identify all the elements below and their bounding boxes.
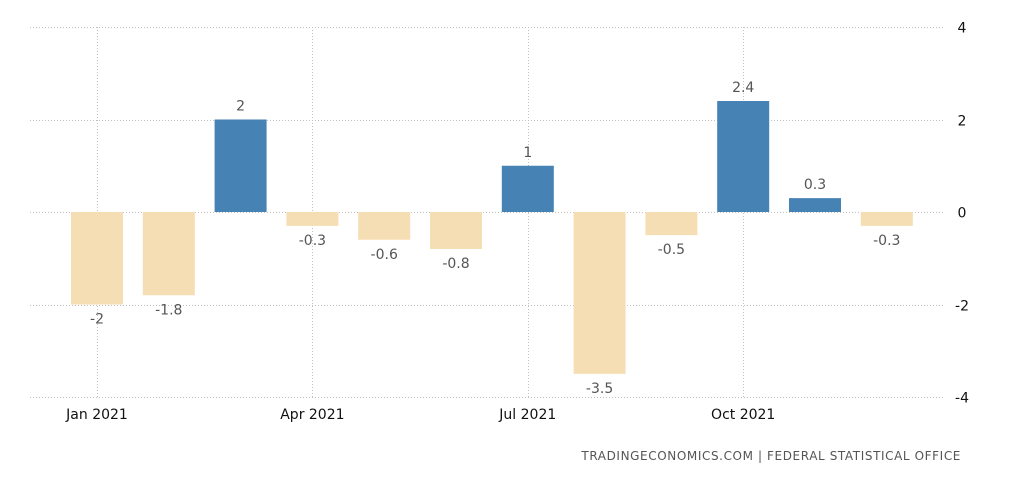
data-label: -2 — [90, 312, 104, 328]
data-label: 2.4 — [732, 80, 754, 96]
data-label: -0.3 — [873, 233, 900, 249]
bar-jan-2021 — [71, 212, 123, 305]
source-attribution: TRADINGECONOMICS.COM | FEDERAL STATISTIC… — [580, 449, 961, 463]
bar-feb-2021 — [142, 212, 195, 296]
y-tick-label: 2 — [958, 114, 967, 130]
bar-jun-2021 — [430, 212, 482, 249]
x-tick-label: Apr 2021 — [280, 407, 344, 423]
data-label: -1.8 — [155, 302, 182, 318]
data-label: 2 — [236, 99, 245, 115]
bar-may-2021 — [358, 212, 411, 240]
data-label: -0.6 — [371, 247, 398, 263]
data-label: -0.5 — [658, 242, 685, 258]
data-label: -3.5 — [586, 381, 613, 397]
bar-apr-2021 — [286, 212, 339, 226]
grid-lines — [30, 27, 945, 398]
bars — [71, 101, 913, 374]
bar-jul-2021 — [501, 165, 554, 212]
x-axis-ticks: Jan 2021 Apr 2021 Jul 2021 Oct 2021 — [65, 407, 775, 423]
y-axis-ticks: 4 2 0 -2 -4 — [955, 21, 969, 407]
data-label: -0.3 — [299, 233, 326, 249]
data-label: 0.3 — [804, 177, 826, 193]
y-tick-label: 0 — [958, 206, 967, 222]
data-label: 1 — [523, 145, 532, 161]
bar-sep-2021 — [645, 212, 698, 236]
bar-mar-2021 — [214, 119, 267, 212]
x-tick-label: Jul 2021 — [498, 407, 556, 423]
bar-dec-2021 — [860, 212, 913, 226]
x-tick-label: Jan 2021 — [65, 407, 128, 423]
bar-nov-2021 — [789, 198, 841, 212]
y-tick-label: -2 — [955, 299, 969, 315]
x-tick-label: Oct 2021 — [711, 407, 775, 423]
data-label: -0.8 — [442, 256, 469, 272]
data-labels: -2 -1.8 2 -0.3 -0.6 -0.8 1 -3.5 -0.5 2.4 0.3 -0.3 — [90, 80, 900, 397]
bar-aug-2021 — [573, 212, 626, 374]
bar-oct-2021 — [717, 101, 770, 212]
y-tick-label: -4 — [955, 391, 969, 407]
y-tick-label: 4 — [958, 21, 967, 37]
